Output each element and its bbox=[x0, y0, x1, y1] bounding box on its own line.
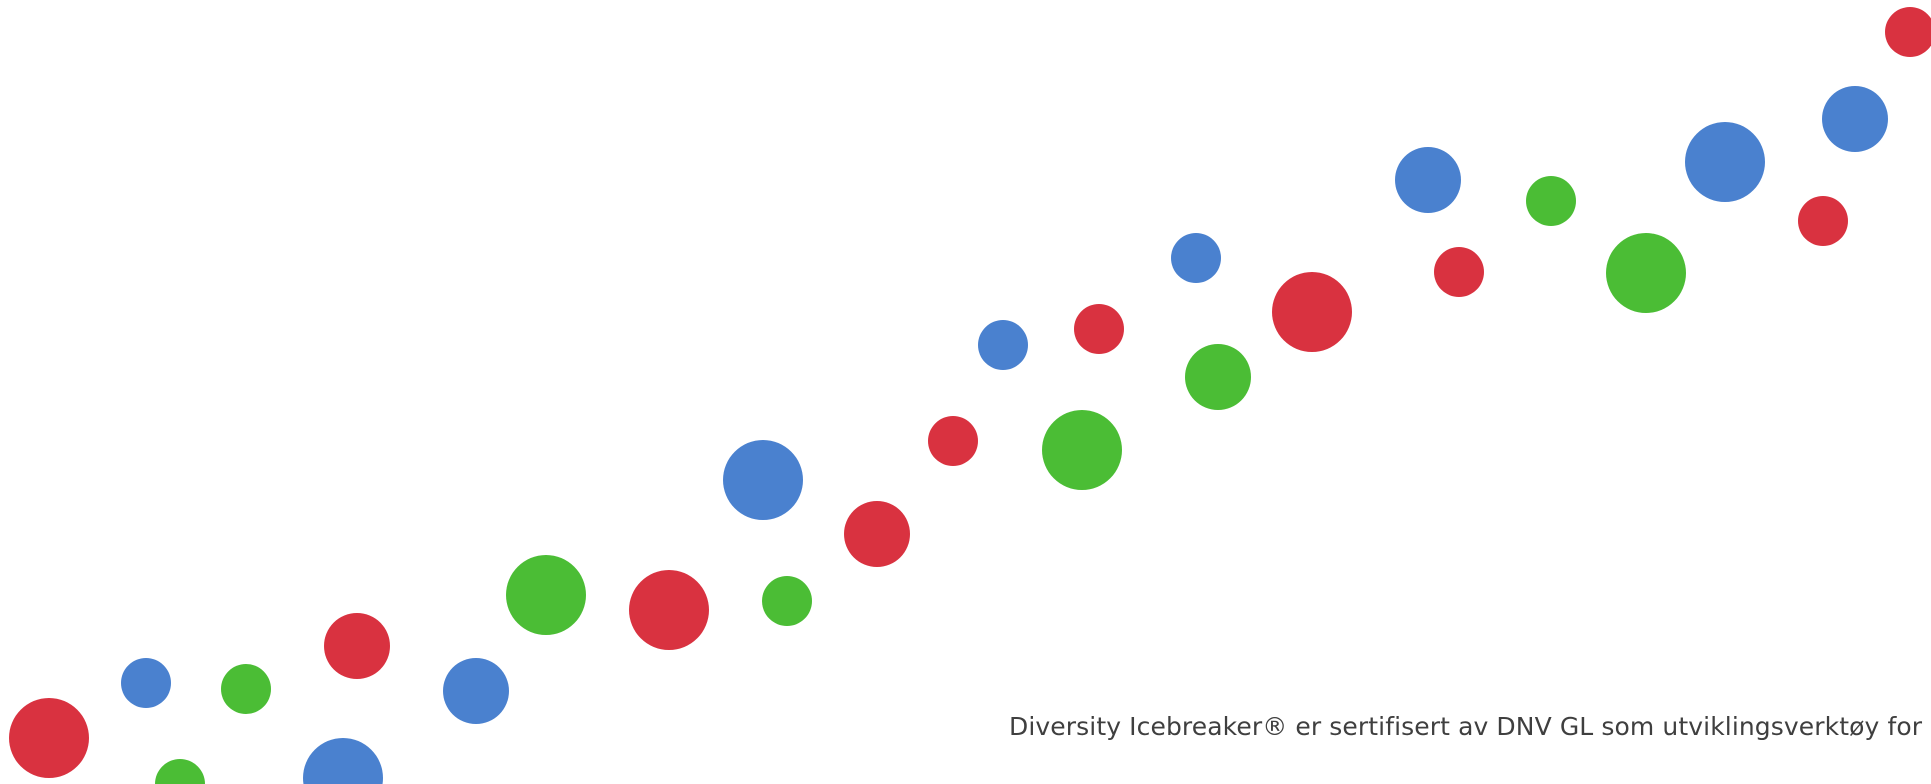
green-dot bbox=[221, 664, 271, 714]
red-dot bbox=[1798, 196, 1848, 246]
red-dot bbox=[1272, 272, 1352, 352]
red-dot bbox=[1074, 304, 1124, 354]
blue-dot bbox=[1822, 86, 1888, 152]
green-dot bbox=[1185, 344, 1251, 410]
red-dot bbox=[928, 416, 978, 466]
certification-text: Diversity Icebreaker® er sertifisert av … bbox=[1009, 712, 1931, 741]
red-dot bbox=[1434, 247, 1484, 297]
blue-dot bbox=[1395, 147, 1461, 213]
blue-dot bbox=[121, 658, 171, 708]
red-dot bbox=[844, 501, 910, 567]
blue-dot bbox=[978, 320, 1028, 370]
green-dot bbox=[1606, 233, 1686, 313]
green-dot bbox=[506, 555, 586, 635]
red-dot bbox=[324, 613, 390, 679]
green-dot bbox=[155, 759, 205, 784]
blue-dot bbox=[1685, 122, 1765, 202]
blue-dot bbox=[1171, 233, 1221, 283]
green-dot bbox=[762, 576, 812, 626]
red-dot bbox=[9, 698, 89, 778]
red-dot bbox=[1885, 7, 1931, 57]
green-dot bbox=[1526, 176, 1576, 226]
blue-dot bbox=[303, 738, 383, 784]
green-dot bbox=[1042, 410, 1122, 490]
blue-dot bbox=[723, 440, 803, 520]
blue-dot bbox=[443, 658, 509, 724]
red-dot bbox=[629, 570, 709, 650]
